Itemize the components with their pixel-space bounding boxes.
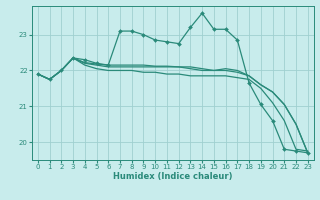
X-axis label: Humidex (Indice chaleur): Humidex (Indice chaleur) xyxy=(113,172,233,181)
